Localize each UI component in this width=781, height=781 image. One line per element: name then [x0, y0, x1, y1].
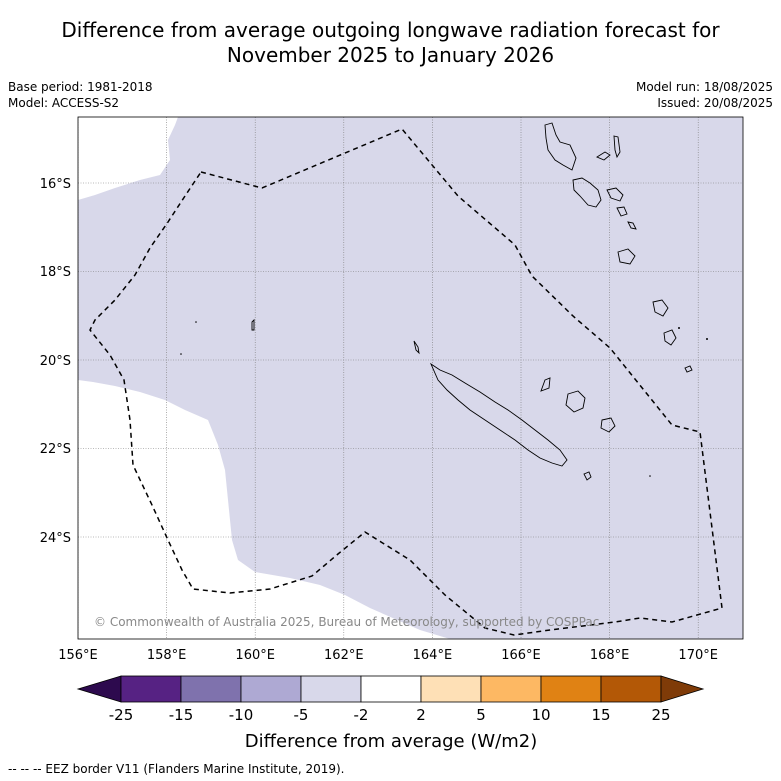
colorbar-tick-label: 15: [591, 706, 610, 724]
issued-date: Issued: 20/08/2025: [657, 96, 773, 110]
colorbar-tick-label: -5: [294, 706, 309, 724]
colorbar-segment: [420, 675, 482, 703]
aneityum-coastline: [684, 365, 693, 373]
isle-of-pines-coastline: [583, 471, 592, 481]
lon-tick-label: 160°E: [235, 648, 275, 663]
ouvea-coastline: [540, 377, 551, 392]
vanuatu-island: [627, 221, 637, 230]
lon-tick-labels: 156°E 158°E 160°E 162°E 164°E 166°E 168°…: [58, 648, 718, 663]
eez-border: [89, 128, 723, 636]
lon-tick-label: 170°E: [678, 648, 718, 663]
islet-dot: [195, 321, 197, 323]
islet-dot: [649, 475, 651, 477]
islet-dot: [678, 327, 680, 329]
model-run: Model run: 18/08/2025: [635, 80, 773, 94]
colorbar: -25 -15 -10 -5 -2 2 5 10 15 25 Differenc…: [76, 675, 705, 752]
islet-dot: [180, 353, 182, 355]
vanuatu-island: [596, 151, 611, 161]
title-line-1: Difference from average outgoing longwav…: [61, 18, 720, 42]
colorbar-segment: [120, 675, 182, 703]
lat-tick-label: 24°S: [40, 531, 71, 546]
colorbar-segment: [360, 675, 422, 703]
map-title: Difference from average outgoing longwav…: [0, 18, 781, 68]
metadata-left: Base period: 1981-2018 Model: ACCESS-S2: [8, 79, 153, 111]
lon-tick-label: 166°E: [501, 648, 541, 663]
lat-tick-labels: 16°S 18°S 20°S 22°S 24°S: [40, 177, 71, 546]
erromango-coastline: [652, 299, 669, 317]
lifou-coastline: [565, 390, 586, 413]
lon-tick-label: 162°E: [324, 648, 364, 663]
lat-tick-label: 20°S: [40, 354, 71, 369]
colorbar-extend-low: [76, 675, 122, 703]
lon-tick-label: 156°E: [58, 648, 98, 663]
colorbar-tick-label: -2: [354, 706, 369, 724]
colorbar-segment: [600, 675, 662, 703]
colorbar-segment: [240, 675, 302, 703]
colorbar-segment: [540, 675, 602, 703]
graticule: [78, 117, 743, 639]
vanuatu-island: [606, 187, 624, 202]
efate-coastline: [617, 248, 636, 265]
islet-dot: [706, 338, 708, 340]
lon-tick-label: 164°E: [413, 648, 453, 663]
vanuatu-island: [616, 206, 628, 217]
malakula-coastline: [572, 177, 602, 208]
colorbar-tick-label: 10: [531, 706, 550, 724]
metadata-right: Model run: 18/08/2025 Issued: 20/08/2025: [636, 79, 773, 111]
colorbar-tick-label: -10: [229, 706, 254, 724]
colorbar-segment: [180, 675, 242, 703]
chesterfield-islet: [251, 318, 255, 331]
mare-coastline: [600, 417, 616, 433]
colorbar-tick-label: -15: [169, 706, 194, 724]
colorbar-segment: [300, 675, 362, 703]
new-caledonia-coastline: [429, 362, 568, 467]
lat-tick-label: 18°S: [40, 265, 71, 280]
copyright-notice: © Commonwealth of Australia 2025, Bureau…: [94, 615, 599, 629]
map-frame: [77, 116, 744, 640]
lat-tick-label: 16°S: [40, 177, 71, 192]
anomaly-field: [78, 117, 743, 639]
tanna-coastline: [663, 329, 677, 346]
colorbar-tick-label: -25: [109, 706, 134, 724]
colorbar-tick-label: 5: [476, 706, 486, 724]
model-name: Model: ACCESS-S2: [8, 96, 120, 110]
lat-tick-label: 22°S: [40, 442, 71, 457]
title-line-2: November 2025 to January 2026: [226, 43, 555, 67]
colorbar-tick-label: 25: [651, 706, 670, 724]
lon-tick-label: 168°E: [590, 648, 630, 663]
lon-tick-label: 158°E: [147, 648, 187, 663]
colorbar-extend-high: [660, 675, 705, 703]
belep-islets: [413, 340, 420, 355]
eez-legend-footnote: -- -- -- EEZ border V11 (Flanders Marine…: [8, 762, 345, 776]
colorbar-segment: [480, 675, 542, 703]
base-period: Base period: 1981-2018: [8, 80, 153, 94]
colorbar-title: Difference from average (W/m2): [245, 731, 537, 752]
colorbar-tick-label: 2: [416, 706, 426, 724]
espiritu-santo-coastline: [544, 122, 577, 171]
vanuatu-island: [613, 135, 621, 159]
